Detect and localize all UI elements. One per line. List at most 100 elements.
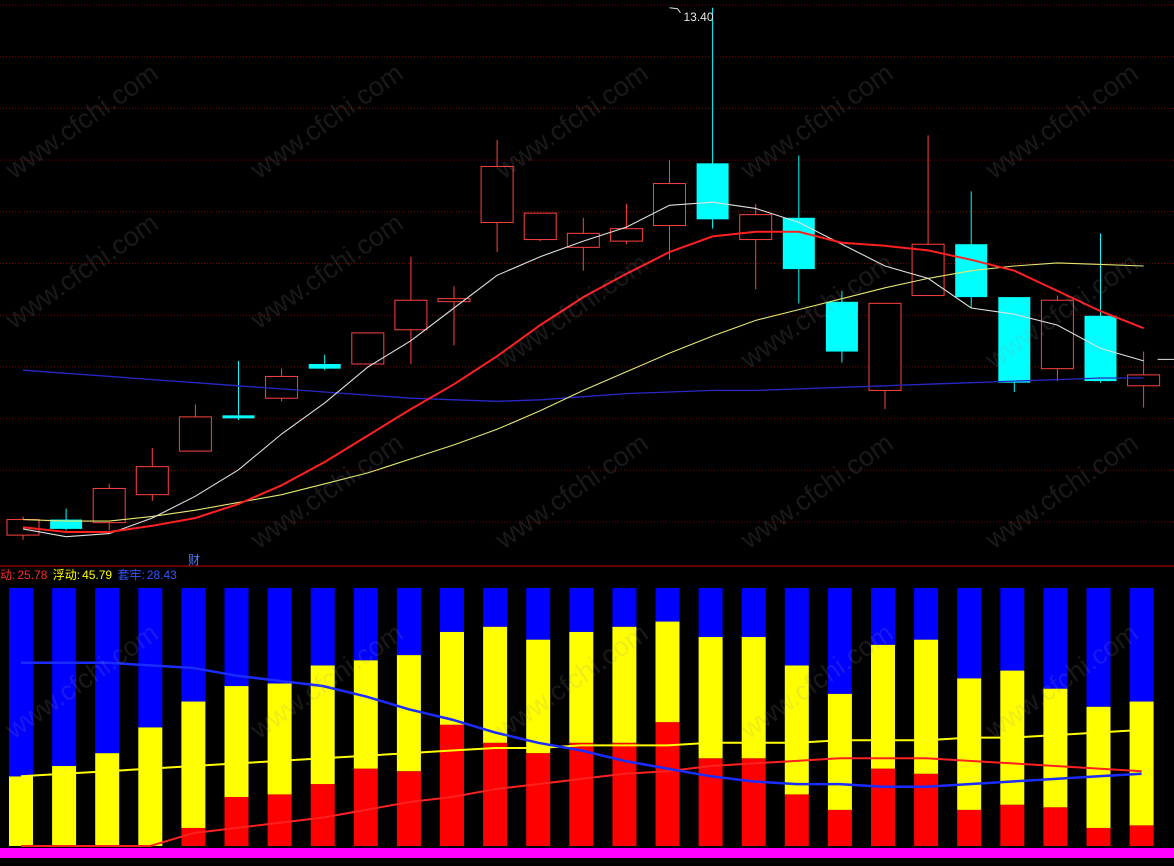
- bar-segment-active: [1000, 804, 1025, 846]
- bar-segment-trapped: [396, 588, 421, 656]
- indicator-tag: 财: [188, 553, 201, 567]
- bar-segment-trapped: [95, 588, 120, 754]
- bar-segment-active: [181, 827, 206, 846]
- bar-segment-active: [827, 809, 852, 846]
- bar-segment-active: [957, 809, 982, 846]
- candle-body: [609, 228, 643, 242]
- bar-segment-float: [224, 686, 249, 797]
- candle-body: [480, 165, 514, 223]
- bar-segment-float: [612, 626, 637, 743]
- bar-segment-float: [440, 631, 464, 725]
- bar-segment-float: [526, 639, 551, 754]
- indicator-red-line: [21, 757, 1142, 847]
- bar-segment-trapped: [138, 588, 163, 728]
- bar-segment-trapped: [569, 588, 594, 632]
- indicator-yellow-line: [20, 728, 1142, 778]
- legend-trapped-value: 28.43: [146, 568, 177, 582]
- legend-active-name: 动:: [0, 568, 16, 582]
- bar-segment-trapped: [1000, 588, 1025, 671]
- bar-segment-active: [871, 768, 895, 846]
- bar-segment-float: [698, 637, 723, 759]
- bar-segment-float: [827, 693, 852, 810]
- candle-body: [523, 212, 557, 241]
- candle-body: [1127, 374, 1161, 387]
- bar-segment-trapped: [655, 588, 680, 622]
- candle-body: [437, 298, 471, 303]
- bar-segment-float: [95, 753, 120, 846]
- bar-segment-float: [957, 678, 982, 810]
- ma-red-line: [22, 230, 1144, 533]
- high-marker-label: 13.40: [684, 10, 714, 24]
- candle-body: [265, 375, 299, 399]
- bar-segment-float: [483, 626, 508, 743]
- candle-body: [782, 217, 815, 270]
- bar-segment-active: [526, 753, 551, 846]
- candle-body: [696, 163, 729, 220]
- bar-segment-active: [569, 742, 594, 846]
- ma-yellow-line: [22, 262, 1144, 522]
- bar-segment-active: [396, 771, 421, 846]
- candle-body: [222, 415, 255, 419]
- bar-segment-float: [1129, 701, 1154, 826]
- ma-blue-line: [22, 369, 1144, 402]
- candle-body: [178, 416, 212, 452]
- bar-segment-float: [569, 631, 594, 743]
- bar-segment-trapped: [957, 588, 982, 679]
- candle-body: [92, 487, 126, 524]
- bar-segment-float: [9, 776, 33, 846]
- bar-segment-float: [52, 766, 77, 846]
- bar-segment-trapped: [1129, 588, 1154, 702]
- bar-segment-trapped: [526, 588, 551, 640]
- bar-segment-active: [224, 796, 249, 846]
- bar-segment-trapped: [1086, 588, 1111, 707]
- candle-body: [50, 519, 83, 529]
- bar-segment-trapped: [440, 588, 464, 632]
- bar-segment-float: [741, 637, 766, 759]
- bar-segment-trapped: [1043, 588, 1068, 689]
- bar-segment-float: [310, 665, 335, 785]
- bar-segment-active: [698, 758, 723, 846]
- bar-segment-float: [784, 665, 809, 795]
- indicator-blue-line: [21, 661, 1142, 788]
- bar-segment-trapped: [827, 588, 852, 694]
- bar-segment-trapped: [784, 588, 809, 666]
- bar-segment-active: [353, 768, 378, 846]
- candle-body: [739, 214, 773, 241]
- bar-segment-trapped: [914, 588, 939, 640]
- candle-body: [998, 297, 1031, 383]
- legend-float-name: 浮动:: [52, 568, 81, 582]
- bar-segment-float: [267, 683, 292, 795]
- candle-body: [868, 302, 902, 391]
- bar-segment-trapped: [52, 588, 77, 767]
- legend-trapped-name: 套牢:: [117, 568, 145, 582]
- bar-segment-trapped: [612, 588, 637, 627]
- bar-segment-active: [1086, 827, 1111, 846]
- bar-segment-trapped: [353, 588, 378, 661]
- bar-segment-active: [1043, 807, 1068, 846]
- bar-segment-float: [353, 660, 378, 769]
- candle-body: [1040, 299, 1074, 370]
- bar-segment-active: [914, 773, 939, 846]
- bar-segment-active: [1129, 825, 1154, 846]
- bar-segment-float: [871, 644, 895, 769]
- bar-segment-active: [655, 722, 680, 846]
- bar-segment-trapped: [181, 588, 206, 702]
- bar-segment-trapped: [9, 588, 33, 777]
- bar-segment-active: [483, 742, 508, 846]
- candle-body: [825, 301, 858, 352]
- bar-segment-trapped: [224, 588, 249, 687]
- bar-segment-active: [784, 794, 809, 846]
- bottom-band: [0, 848, 1174, 858]
- bar-segment-active: [440, 724, 464, 846]
- bar-segment-trapped: [267, 588, 292, 684]
- ma-white-line: [22, 201, 1144, 538]
- bar-segment-trapped: [871, 588, 895, 645]
- bar-segment-active: [310, 784, 335, 846]
- candle-body: [351, 332, 385, 365]
- high-marker-leader: [669, 7, 681, 14]
- legend-active-value: 25.78: [17, 568, 48, 582]
- bar-segment-trapped: [698, 588, 723, 638]
- bar-segment-float: [138, 727, 163, 846]
- bar-segment-trapped: [483, 588, 508, 627]
